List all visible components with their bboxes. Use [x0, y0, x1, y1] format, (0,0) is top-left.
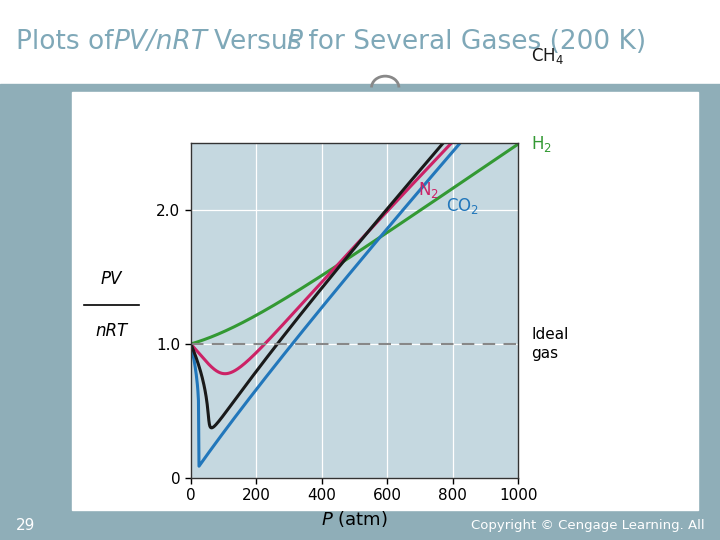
- X-axis label: $P$ (atm): $P$ (atm): [321, 509, 388, 529]
- Text: PV: PV: [101, 270, 122, 288]
- Text: nRT: nRT: [96, 322, 127, 340]
- Bar: [0, 0, 720, 84]
- Text: PV/nRT: PV/nRT: [113, 29, 207, 55]
- Text: H$_2$: H$_2$: [531, 134, 552, 154]
- Text: CH$_4$: CH$_4$: [531, 46, 564, 66]
- Text: 29: 29: [16, 518, 35, 533]
- Text: Ideal
gas: Ideal gas: [531, 327, 569, 361]
- Text: Versus: Versus: [214, 29, 310, 55]
- Bar: [0, 84, 720, 540]
- Text: CO$_2$: CO$_2$: [446, 196, 480, 216]
- Text: Copyright © Cengage Learning. All: Copyright © Cengage Learning. All: [471, 519, 704, 532]
- Text: N$_2$: N$_2$: [418, 180, 438, 200]
- Text: Plots of: Plots of: [16, 29, 122, 55]
- Text: for Several Gases (200 K): for Several Gases (200 K): [300, 29, 647, 55]
- Bar: [72, 92, 698, 510]
- Text: P: P: [287, 29, 302, 55]
